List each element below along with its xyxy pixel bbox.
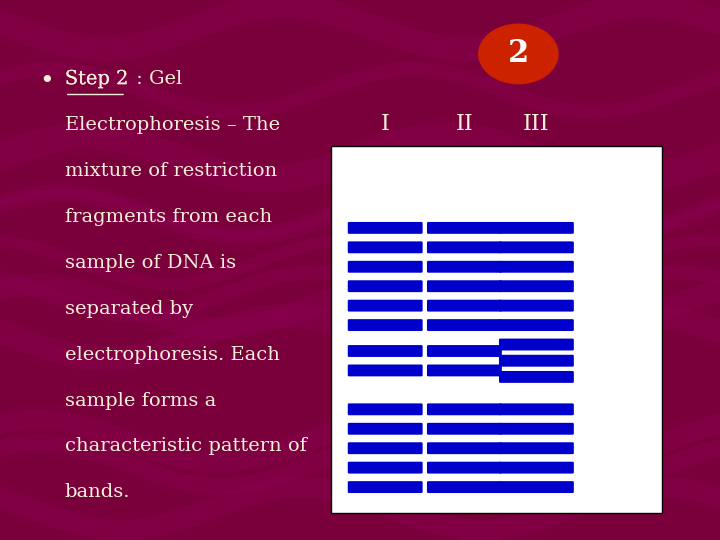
FancyBboxPatch shape <box>348 345 423 357</box>
Text: bands.: bands. <box>65 483 130 501</box>
FancyBboxPatch shape <box>499 241 574 253</box>
FancyBboxPatch shape <box>348 423 423 435</box>
Text: mixture of restriction: mixture of restriction <box>65 162 277 180</box>
FancyBboxPatch shape <box>348 364 423 376</box>
FancyBboxPatch shape <box>499 481 574 493</box>
FancyBboxPatch shape <box>499 462 574 474</box>
FancyBboxPatch shape <box>427 462 502 474</box>
FancyBboxPatch shape <box>499 339 574 350</box>
FancyBboxPatch shape <box>348 462 423 474</box>
FancyBboxPatch shape <box>427 403 502 415</box>
Text: III: III <box>523 113 549 135</box>
Text: characteristic pattern of: characteristic pattern of <box>65 437 307 455</box>
FancyBboxPatch shape <box>348 280 423 292</box>
FancyBboxPatch shape <box>499 222 574 234</box>
Text: sample forms a: sample forms a <box>65 392 216 409</box>
FancyBboxPatch shape <box>499 280 574 292</box>
FancyBboxPatch shape <box>427 345 502 357</box>
Text: : Gel: : Gel <box>130 70 182 88</box>
Text: •: • <box>40 70 54 93</box>
FancyBboxPatch shape <box>427 423 502 435</box>
Text: Electrophoresis – The: Electrophoresis – The <box>65 116 280 134</box>
FancyBboxPatch shape <box>427 481 502 493</box>
FancyBboxPatch shape <box>331 146 662 513</box>
FancyBboxPatch shape <box>499 300 574 312</box>
FancyBboxPatch shape <box>348 300 423 312</box>
FancyBboxPatch shape <box>427 280 502 292</box>
FancyBboxPatch shape <box>427 442 502 454</box>
FancyBboxPatch shape <box>348 403 423 415</box>
FancyBboxPatch shape <box>427 300 502 312</box>
FancyBboxPatch shape <box>499 261 574 273</box>
Circle shape <box>479 24 558 84</box>
FancyBboxPatch shape <box>499 442 574 454</box>
Text: 2: 2 <box>508 38 529 70</box>
FancyBboxPatch shape <box>499 319 574 331</box>
FancyBboxPatch shape <box>427 222 502 234</box>
Text: I: I <box>381 113 390 135</box>
FancyBboxPatch shape <box>427 364 502 376</box>
FancyBboxPatch shape <box>348 481 423 493</box>
FancyBboxPatch shape <box>348 319 423 331</box>
Text: Step 2: Step 2 <box>65 70 129 88</box>
FancyBboxPatch shape <box>348 222 423 234</box>
FancyBboxPatch shape <box>499 403 574 415</box>
FancyBboxPatch shape <box>348 241 423 253</box>
Text: fragments from each: fragments from each <box>65 208 272 226</box>
FancyBboxPatch shape <box>427 241 502 253</box>
Text: electrophoresis. Each: electrophoresis. Each <box>65 346 279 363</box>
FancyBboxPatch shape <box>348 442 423 454</box>
Text: separated by: separated by <box>65 300 193 318</box>
FancyBboxPatch shape <box>499 371 574 383</box>
FancyBboxPatch shape <box>499 355 574 367</box>
FancyBboxPatch shape <box>427 319 502 331</box>
FancyBboxPatch shape <box>427 261 502 273</box>
Text: II: II <box>456 113 473 135</box>
FancyBboxPatch shape <box>499 423 574 435</box>
Text: sample of DNA is: sample of DNA is <box>65 254 236 272</box>
FancyBboxPatch shape <box>348 261 423 273</box>
